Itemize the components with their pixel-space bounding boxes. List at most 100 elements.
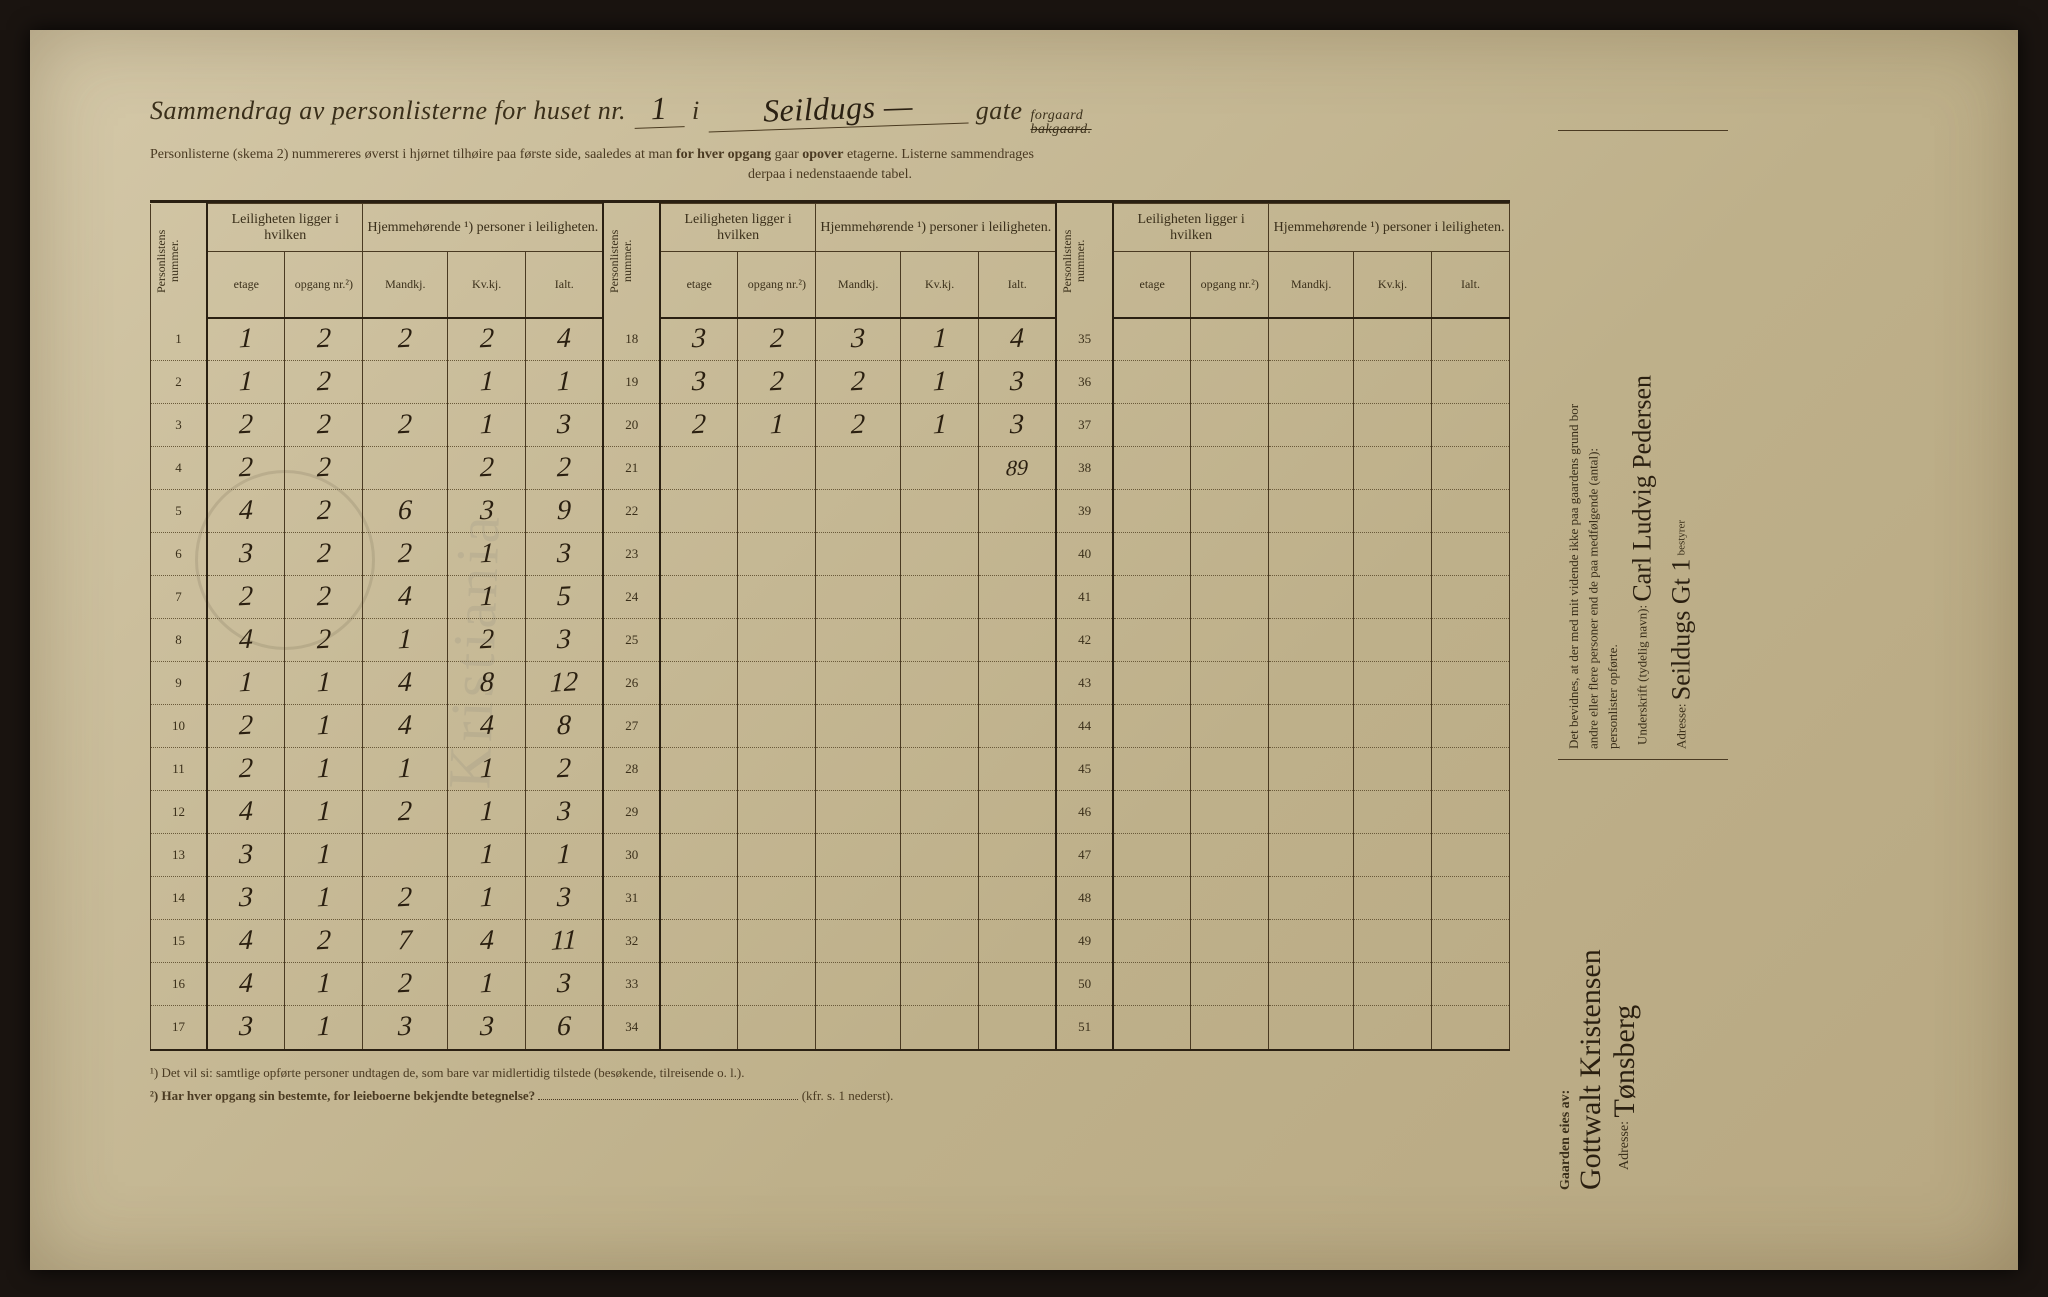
hdr-etage-3: etage (1113, 252, 1191, 318)
cell: 2 (738, 361, 816, 404)
cell (1269, 318, 1354, 361)
handwritten-value: 1 (557, 366, 572, 399)
cell: 2 (363, 877, 448, 920)
forgaard-text: forgaard (1030, 108, 1083, 123)
cell (1113, 748, 1191, 791)
side-address-label: Adresse: (1674, 704, 1689, 750)
handwritten-value: 1 (479, 796, 494, 829)
row-number: 10 (151, 705, 208, 748)
cell (979, 920, 1057, 963)
cell (1191, 662, 1269, 705)
cell: 1 (207, 662, 285, 705)
handwritten-value: 2 (239, 452, 254, 485)
cell (1113, 404, 1191, 447)
cell: 4 (207, 619, 285, 662)
cell (901, 877, 979, 920)
table-row: 5426392239 (151, 490, 1510, 533)
cell: 8 (448, 662, 526, 705)
handwritten-value: 2 (769, 366, 784, 399)
handwritten-value: 1 (932, 409, 947, 442)
handwritten-value: 5 (557, 581, 572, 614)
cell (1113, 1006, 1191, 1049)
cell (1191, 404, 1269, 447)
handwritten-value: 1 (769, 409, 784, 442)
row-number: 46 (1056, 791, 1113, 834)
handwritten-value: 1 (316, 753, 331, 786)
cell (738, 834, 816, 877)
hdr-etage-2: etage (660, 252, 738, 318)
table-header: Personlistens nummer. Leiligheten ligger… (151, 204, 1510, 318)
cell (738, 447, 816, 490)
handwritten-value: 1 (316, 710, 331, 743)
footnote-1: ¹) Det vil si: samtlige opførte personer… (150, 1061, 1510, 1084)
cell (1269, 791, 1354, 834)
cell (363, 361, 448, 404)
cell: 12 (526, 662, 604, 705)
row-number: 9 (151, 662, 208, 705)
cell: 2 (285, 920, 363, 963)
table-row: 112224183231435 (151, 318, 1510, 361)
handwritten-value: 1 (316, 796, 331, 829)
cell (660, 705, 738, 748)
instr-1e: etagerne. Listerne sammendrages (847, 147, 1034, 162)
cell (901, 576, 979, 619)
cell (363, 834, 448, 877)
handwritten-value: 2 (479, 323, 494, 356)
handwritten-value: 4 (398, 581, 413, 614)
cell (1431, 963, 1509, 1006)
side-address-value: Seildugs Gt 1 (1667, 559, 1696, 701)
cell (1431, 619, 1509, 662)
row-number: 3 (151, 404, 208, 447)
handwritten-value: 2 (316, 409, 331, 442)
cell: 4 (448, 920, 526, 963)
row-number: 5 (151, 490, 208, 533)
handwritten-value: 4 (239, 495, 254, 528)
row-number: 24 (603, 576, 660, 619)
cell (1191, 1006, 1269, 1049)
cell: 2 (207, 748, 285, 791)
footnotes: ¹) Det vil si: samtlige opførte personer… (150, 1061, 1510, 1108)
cell (738, 619, 816, 662)
handwritten-value: 8 (557, 710, 572, 743)
cell: 3 (526, 791, 604, 834)
cell: 4 (363, 576, 448, 619)
handwritten-value: 1 (239, 323, 254, 356)
cell (1113, 619, 1191, 662)
row-number: 45 (1056, 748, 1113, 791)
cell (1191, 447, 1269, 490)
cell: 2 (285, 404, 363, 447)
table-row: 154274113249 (151, 920, 1510, 963)
cell (1354, 748, 1432, 791)
handwritten-value: 2 (398, 538, 413, 571)
hdr-mandkj-1: Mandkj. (363, 252, 448, 318)
title-i: i (692, 96, 700, 126)
handwritten-value: 3 (557, 409, 572, 442)
row-number: 37 (1056, 404, 1113, 447)
handwritten-value: 3 (557, 538, 572, 571)
cell: 2 (738, 318, 816, 361)
row-number: 34 (603, 1006, 660, 1049)
row-number: 23 (603, 533, 660, 576)
cell: 2 (363, 533, 448, 576)
cell (1354, 662, 1432, 705)
row-number: 8 (151, 619, 208, 662)
handwritten-value: 4 (557, 323, 572, 356)
row-number: 27 (603, 705, 660, 748)
cell (1354, 1006, 1432, 1049)
cell (816, 662, 901, 705)
handwritten-value: 9 (557, 495, 572, 528)
cell: 1 (285, 963, 363, 1006)
hdr-personlistens-3: Personlistens nummer. (1059, 206, 1089, 316)
cell: 3 (979, 404, 1057, 447)
hdr-opgang-1: opgang nr.²) (285, 252, 363, 318)
handwritten-value: 2 (316, 538, 331, 571)
row-number: 32 (603, 920, 660, 963)
row-number: 29 (603, 791, 660, 834)
cell: 3 (207, 877, 285, 920)
cell: 3 (448, 1006, 526, 1049)
cell (738, 533, 816, 576)
cell: 4 (207, 963, 285, 1006)
handwritten-value: 1 (316, 968, 331, 1001)
table-row: 8421232542 (151, 619, 1510, 662)
cell (901, 705, 979, 748)
